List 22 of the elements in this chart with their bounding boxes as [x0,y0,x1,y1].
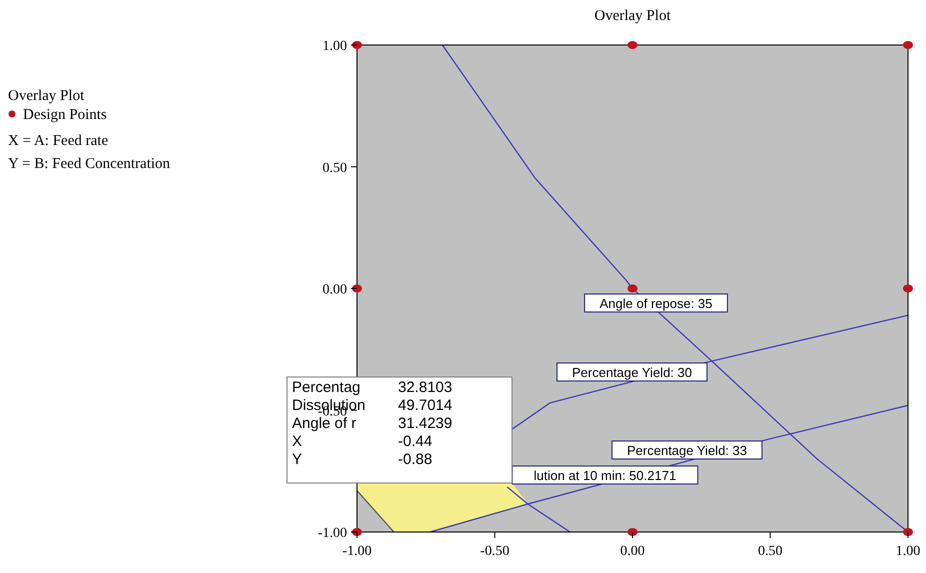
y-tick-label: 0.50 [322,160,347,176]
label-box: Angle of repose: 35 [584,294,728,312]
annotation: lution at 10 min: 50.2171 [534,468,676,483]
y-tick-label: 1.00 [322,39,347,54]
label-box: lution at 10 min: 50.2171 [512,466,698,484]
annotation: Percentage Yield: 33 [627,443,747,458]
text: X = A: Feed rate [8,133,108,149]
x-tick-label: 0.50 [758,544,782,559]
text: Y = B: Feed Concentration [8,156,171,172]
x-tick-label: 0.00 [620,544,645,559]
annotation: Angle of repose: 35 [600,296,712,311]
y-tick-label: -1.00 [318,526,347,541]
label-box: Percentage Yield: 30 [556,362,708,382]
x-tick-label: -0.50 [480,544,510,559]
annotation: Percentage Yield: 30 [572,365,692,380]
y-tick-label: 0.00 [322,282,347,298]
x-tick-label: 1.00 [896,544,920,559]
x-tick-label: -1.00 [342,544,372,559]
label-box: Percentage Yield: 33 [612,440,762,460]
legend-title: Overlay Plot [8,88,86,104]
legend-label: Design Points [23,107,107,123]
chart-title: Overlay Plot [594,8,672,24]
